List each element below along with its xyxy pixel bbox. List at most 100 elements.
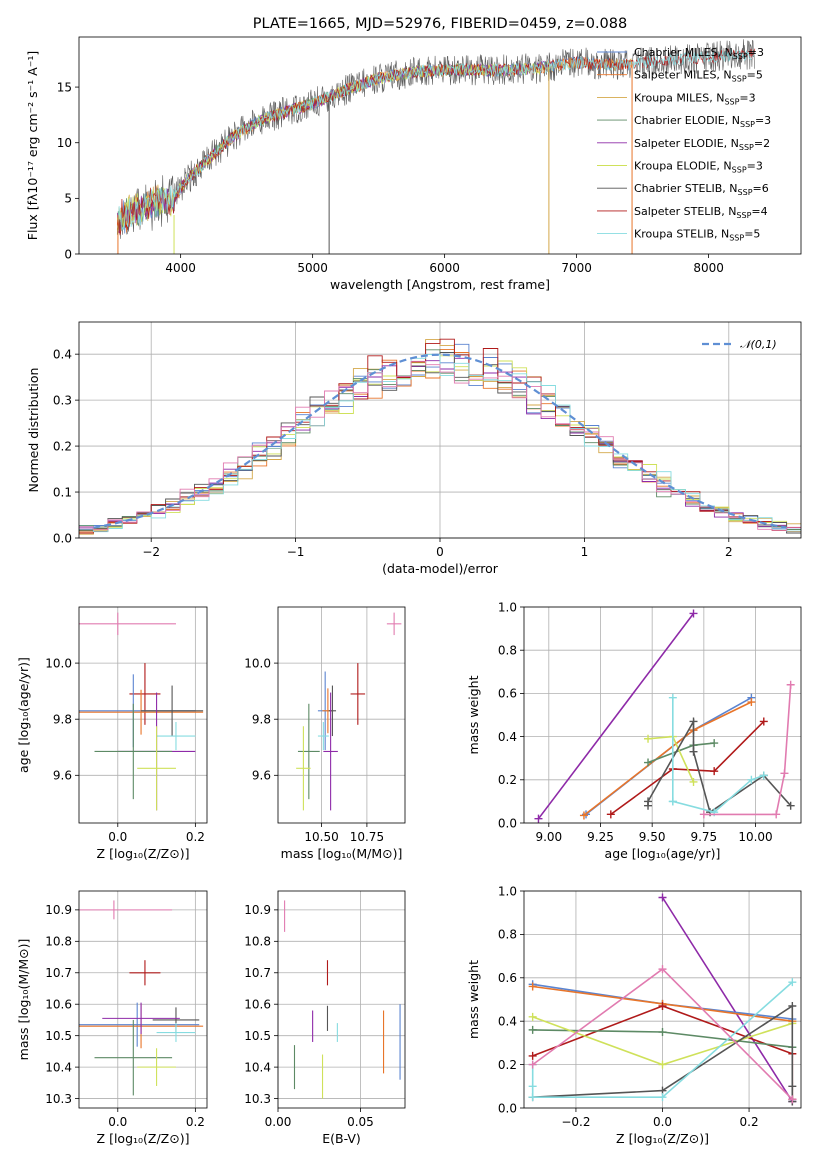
errorbar-point bbox=[386, 612, 402, 636]
y-tick-label: 0.3 bbox=[53, 393, 72, 407]
x-tick-label: 0.2 bbox=[740, 1115, 759, 1129]
legend-label: Kroupa ELODIE, N bbox=[634, 160, 732, 173]
y-tick-label: 10.8 bbox=[244, 935, 271, 949]
plot-area-age-vs-Z bbox=[79, 612, 204, 811]
spectrum-line bbox=[116, 48, 756, 236]
y-tick-label: 10.3 bbox=[244, 1092, 271, 1106]
y-tick-label: 10.4 bbox=[244, 1060, 271, 1074]
weight-marker bbox=[528, 1060, 537, 1069]
y-tick-label: 5 bbox=[64, 192, 72, 206]
y-tick-label: 10.6 bbox=[45, 998, 72, 1012]
legend-count: =5 bbox=[747, 69, 763, 82]
y-tick-label: 10.4 bbox=[45, 1060, 72, 1074]
plot-area-mass-weight-vs-Z bbox=[528, 893, 797, 1106]
x-axis-label: E(B-V) bbox=[322, 1131, 361, 1146]
axes-frame bbox=[277, 890, 406, 1109]
weight-marker bbox=[534, 814, 543, 823]
weight-line bbox=[610, 720, 765, 816]
plot-area-mass-weight-vs-age bbox=[534, 609, 795, 823]
y-tick-label: 10.0 bbox=[45, 656, 72, 670]
weight-marker bbox=[788, 1082, 797, 1091]
normal-curve bbox=[93, 353, 787, 529]
legend-count: =4 bbox=[751, 205, 767, 218]
weight-marker bbox=[759, 717, 768, 726]
errorbar-point bbox=[141, 685, 204, 737]
weight-marker bbox=[644, 797, 653, 806]
spectrum-legend: Chabrier MILES, NSSP=3 Salpeter MILES, NS… bbox=[597, 46, 771, 243]
y-axis-label: mass [log₁₀(M/M⊙)] bbox=[16, 939, 31, 1061]
legend-subscript: SSP bbox=[729, 234, 744, 243]
errorbar-point bbox=[79, 612, 176, 636]
x-axis-label: (data-model)/error bbox=[382, 561, 499, 576]
weight-marker bbox=[658, 893, 667, 902]
legend-entry: Chabrier MILES, NSSP=3 bbox=[634, 46, 764, 61]
legend-entry: Kroupa ELODIE, NSSP=3 bbox=[634, 160, 763, 175]
weight-marker bbox=[780, 769, 789, 778]
y-tick-label: 10 bbox=[57, 136, 72, 150]
weight-marker bbox=[668, 693, 677, 702]
weight-marker bbox=[658, 1060, 667, 1069]
x-tick-label: 9.50 bbox=[639, 830, 666, 844]
x-tick-label: 9.00 bbox=[535, 830, 562, 844]
weight-marker bbox=[788, 978, 797, 987]
x-tick-label: 9.75 bbox=[690, 830, 717, 844]
weight-marker bbox=[689, 747, 698, 756]
x-tick-label: 0.0 bbox=[108, 830, 127, 844]
legend-subscript: SSP bbox=[738, 188, 753, 197]
errorbar-point bbox=[94, 703, 173, 800]
errorbar-point bbox=[79, 1002, 200, 1047]
legend-count: =2 bbox=[754, 137, 770, 150]
x-axis-label: wavelength [Angstrom, rest frame] bbox=[330, 277, 550, 292]
x-axis-label: age [log₁₀(age/yr)] bbox=[605, 846, 721, 861]
axes-frame bbox=[78, 321, 802, 539]
weight-marker bbox=[689, 777, 698, 786]
weight-marker bbox=[759, 771, 768, 780]
legend-entry: Chabrier STELIB, NSSP=6 bbox=[634, 182, 769, 197]
y-tick-label: 9.8 bbox=[252, 713, 271, 727]
y-tick-label: 0.6 bbox=[498, 687, 517, 701]
axes-frame bbox=[277, 606, 406, 824]
y-tick-label: 0.4 bbox=[498, 730, 517, 744]
legend-subscript: SSP bbox=[740, 120, 755, 129]
legend-entry: Salpeter MILES, NSSP=5 bbox=[634, 69, 763, 84]
weight-marker bbox=[747, 698, 756, 707]
legend-subscript: SSP bbox=[736, 211, 751, 220]
weight-marker bbox=[786, 801, 795, 810]
errorbar-point bbox=[79, 689, 204, 735]
x-axis-label: Z [log₁₀(Z/Z⊙)] bbox=[616, 1131, 709, 1146]
legend-label: Salpeter ELODIE, N bbox=[634, 137, 739, 150]
x-tick-label: 4000 bbox=[165, 261, 196, 275]
legend-entry: Chabrier ELODIE, NSSP=3 bbox=[634, 114, 771, 129]
weight-marker bbox=[710, 739, 719, 748]
weight-marker bbox=[658, 965, 667, 974]
weight-marker bbox=[606, 810, 615, 819]
y-tick-label: 10.7 bbox=[244, 966, 271, 980]
y-tick-label: 10.5 bbox=[45, 1029, 72, 1043]
x-tick-label: 2 bbox=[725, 545, 733, 559]
legend-entry: 𝒩(0,1) bbox=[740, 338, 777, 351]
weight-marker bbox=[788, 1002, 797, 1011]
weight-marker bbox=[786, 680, 795, 689]
y-tick-label: 15 bbox=[57, 80, 72, 94]
y-tick-label: 0.2 bbox=[498, 1058, 517, 1072]
y-tick-label: 10.0 bbox=[244, 656, 271, 670]
y-tick-label: 0.4 bbox=[498, 1015, 517, 1029]
spectrum-line bbox=[117, 39, 755, 239]
weight-marker bbox=[528, 1093, 537, 1102]
legend-count: =3 bbox=[748, 46, 764, 59]
weight-line bbox=[585, 697, 752, 816]
panel-age-vs-mass: 10.50 10.75 9.6 9.8 10.0 mass [log₁₀(M/M⊙)] bbox=[244, 606, 406, 861]
y-axis-label: Normed distribution bbox=[26, 368, 41, 493]
legend-count: =6 bbox=[753, 182, 769, 195]
legend-subscript: SSP bbox=[732, 75, 747, 84]
y-tick-label: 0.1 bbox=[53, 485, 72, 499]
weight-line bbox=[661, 897, 793, 1102]
errorbar-point bbox=[137, 1048, 176, 1086]
legend-count: =3 bbox=[739, 91, 755, 104]
legend-label: Chabrier STELIB, N bbox=[634, 182, 738, 195]
weight-marker bbox=[710, 767, 719, 776]
weight-marker bbox=[528, 1025, 537, 1034]
spectrum-line bbox=[116, 62, 551, 229]
panel-mass-weight-vs-Z: −0.2 0.0 0.2 0.0 0.2 0.4 0.6 0.8 1.0 Z [log₁₀(Z/Z… bbox=[466, 884, 802, 1146]
legend-subscript: SSP bbox=[739, 143, 754, 152]
